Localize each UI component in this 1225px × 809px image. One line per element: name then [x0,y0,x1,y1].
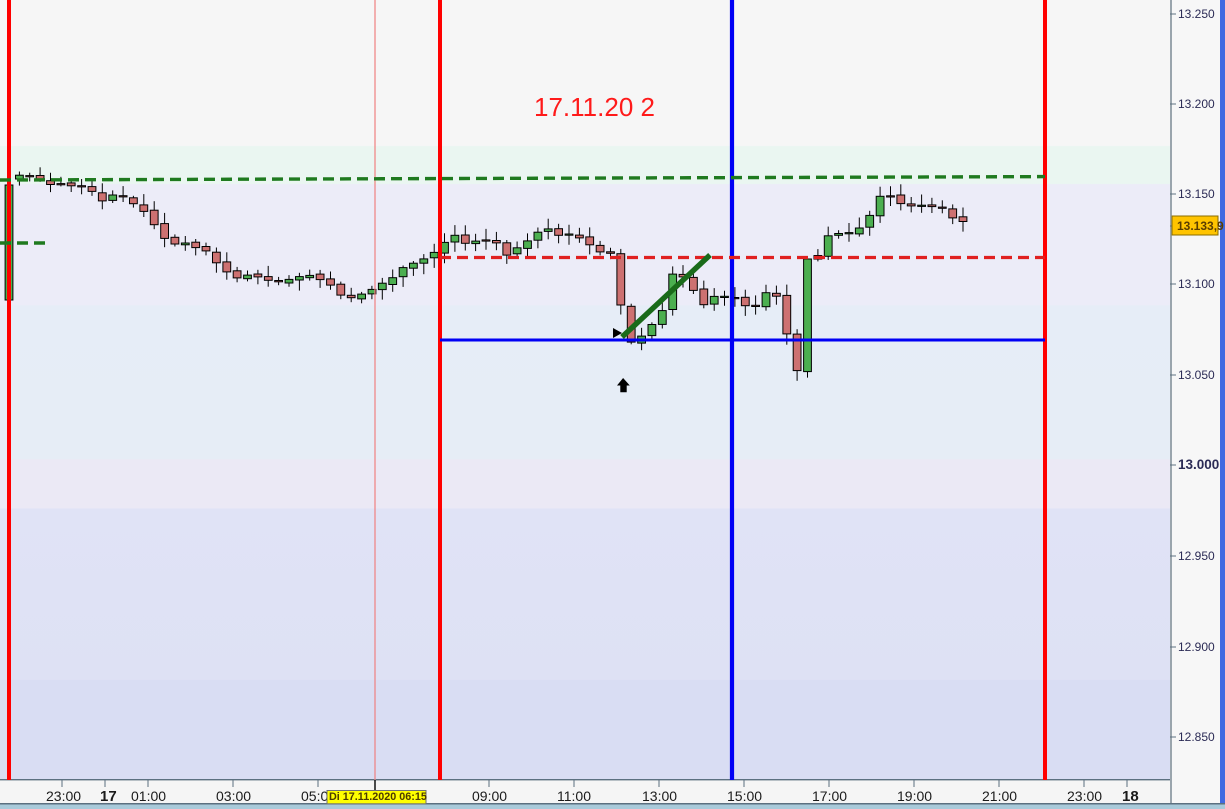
svg-text:13.200: 13.200 [1178,97,1215,111]
svg-text:13:00: 13:00 [642,788,677,804]
svg-text:09:00: 09:00 [472,788,507,804]
svg-text:17:00: 17:00 [812,788,847,804]
svg-text:12.950: 12.950 [1178,549,1215,563]
svg-text:13.150: 13.150 [1178,187,1215,201]
svg-text:19:00: 19:00 [897,788,932,804]
svg-text:21:00: 21:00 [982,788,1017,804]
svg-text:11:00: 11:00 [557,788,591,804]
svg-text:15:00: 15:00 [727,788,762,804]
svg-text:23:00: 23:00 [46,788,81,804]
svg-text:13.050: 13.050 [1178,368,1215,382]
svg-text:12.900: 12.900 [1178,640,1215,654]
svg-text:01:00: 01:00 [131,788,166,804]
svg-text:18: 18 [1122,788,1139,805]
svg-text:13.250: 13.250 [1178,7,1215,21]
svg-text:Di 17.11.2020 06:15: Di 17.11.2020 06:15 [329,791,427,803]
svg-text:17: 17 [100,788,117,805]
svg-text:13.133,9: 13.133,9 [1177,219,1224,233]
svg-text:13.100: 13.100 [1178,277,1215,291]
svg-text:17.11.20 2: 17.11.20 2 [534,92,655,122]
svg-text:03:00: 03:00 [216,788,251,804]
svg-text:13.000: 13.000 [1178,457,1219,472]
svg-text:12.850: 12.850 [1178,730,1215,744]
svg-text:23:00: 23:00 [1067,788,1102,804]
